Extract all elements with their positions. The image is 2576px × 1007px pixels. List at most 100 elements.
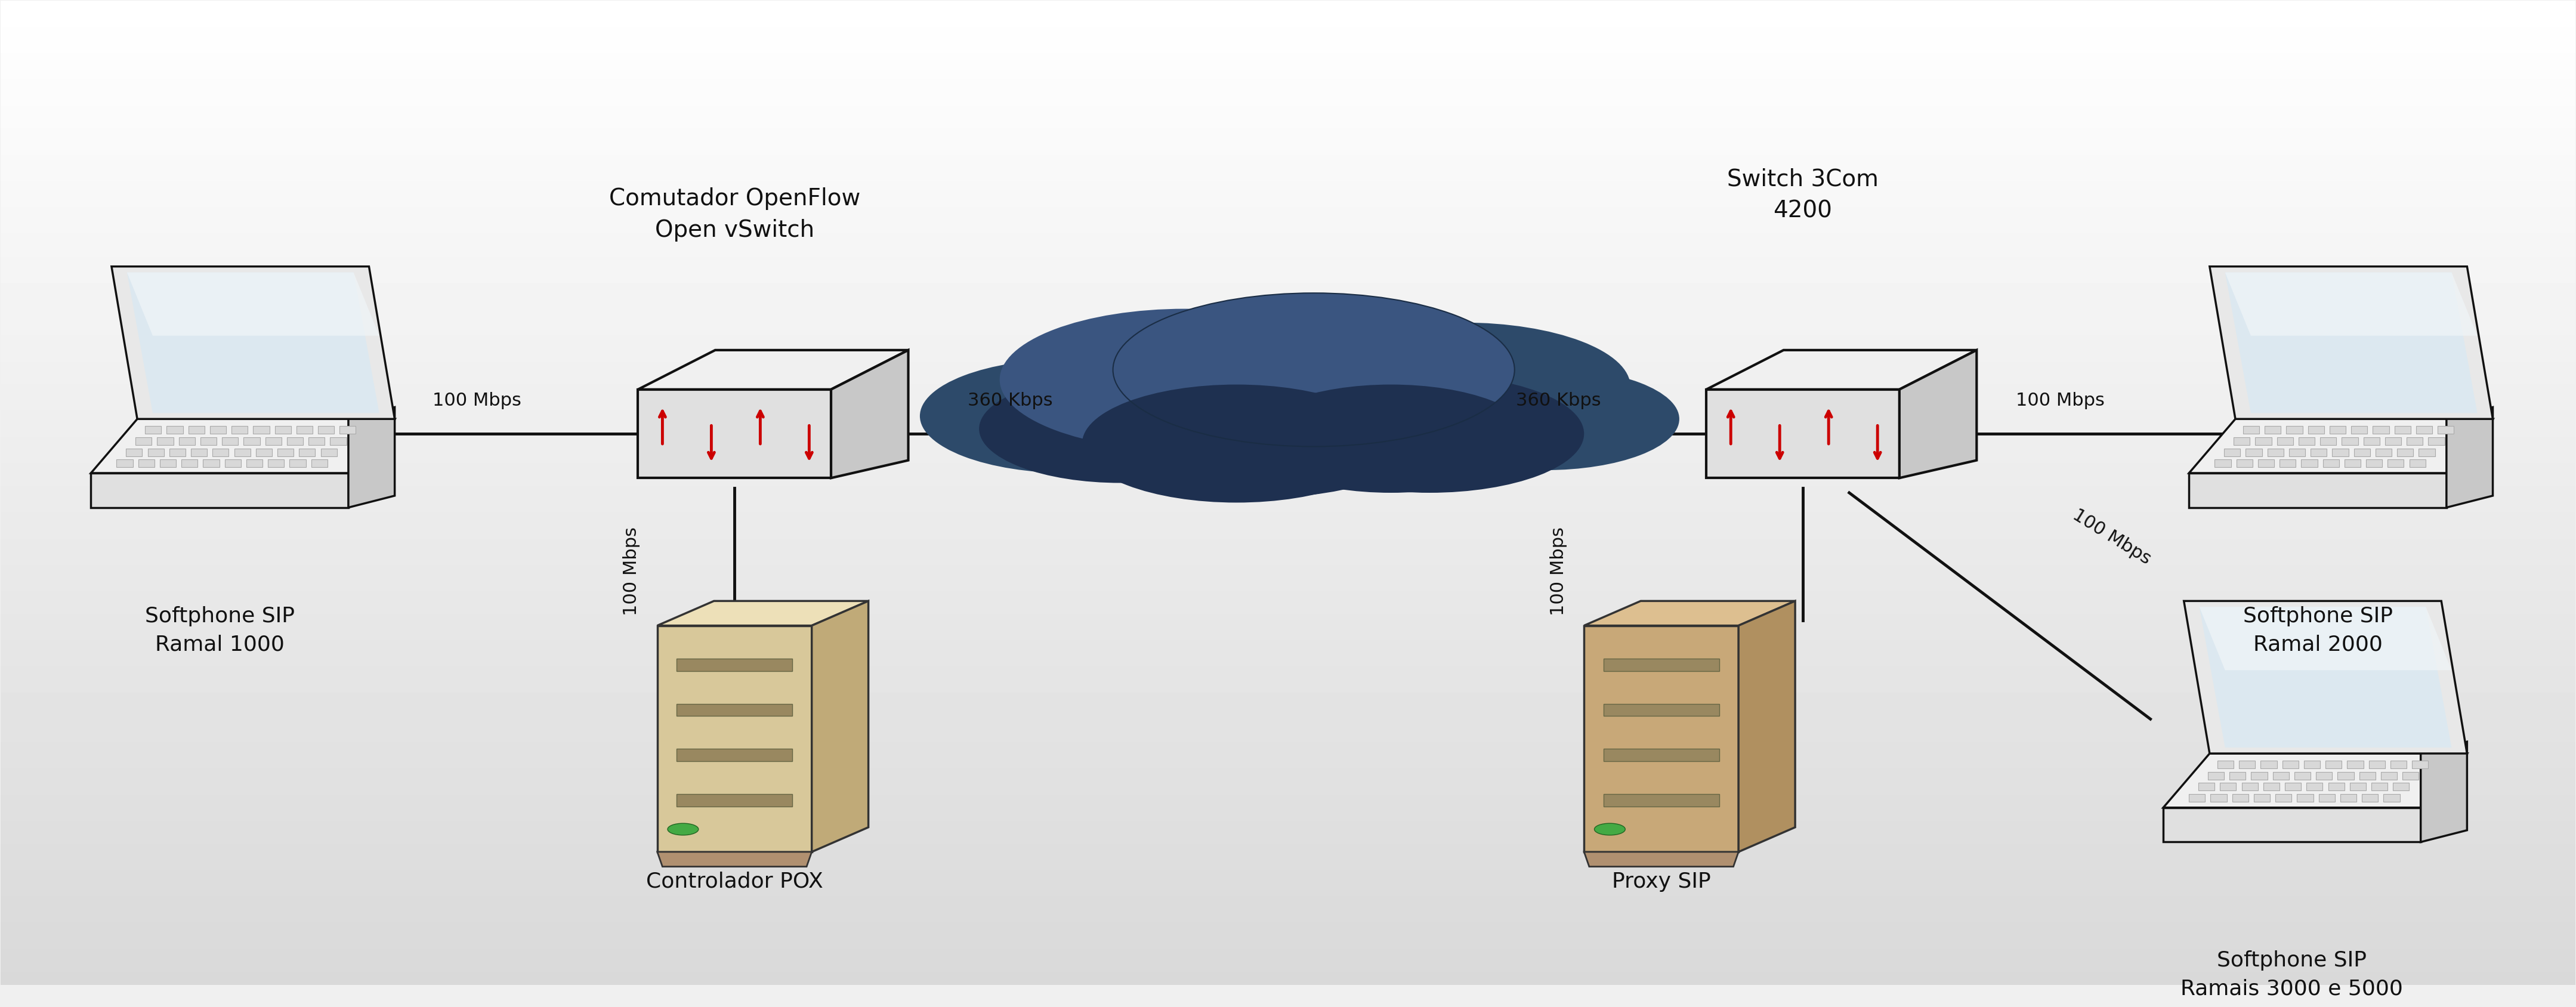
Polygon shape xyxy=(2210,267,2494,419)
Polygon shape xyxy=(126,448,142,456)
Polygon shape xyxy=(232,426,247,434)
Polygon shape xyxy=(2349,782,2365,790)
Polygon shape xyxy=(252,426,270,434)
Polygon shape xyxy=(2259,459,2275,467)
Polygon shape xyxy=(2406,437,2424,445)
Polygon shape xyxy=(2318,794,2334,802)
Polygon shape xyxy=(137,437,152,445)
Polygon shape xyxy=(2393,782,2409,790)
Polygon shape xyxy=(2429,437,2445,445)
Polygon shape xyxy=(2344,459,2360,467)
Polygon shape xyxy=(2372,782,2388,790)
Polygon shape xyxy=(2303,760,2321,768)
Polygon shape xyxy=(278,448,294,456)
Polygon shape xyxy=(811,601,868,852)
Polygon shape xyxy=(247,459,263,467)
Polygon shape xyxy=(191,448,206,456)
Polygon shape xyxy=(677,795,793,807)
Polygon shape xyxy=(832,350,909,478)
Polygon shape xyxy=(2411,760,2429,768)
Polygon shape xyxy=(348,407,394,508)
Polygon shape xyxy=(265,437,281,445)
Polygon shape xyxy=(2362,794,2378,802)
Polygon shape xyxy=(1602,704,1718,716)
Polygon shape xyxy=(2321,437,2336,445)
Circle shape xyxy=(999,309,1370,450)
Polygon shape xyxy=(2285,782,2300,790)
Polygon shape xyxy=(2329,782,2344,790)
Circle shape xyxy=(667,824,698,835)
Text: Softphone SIP
Ramais 3000 e 5000: Softphone SIP Ramais 3000 e 5000 xyxy=(2182,951,2403,999)
Polygon shape xyxy=(2228,771,2246,779)
Polygon shape xyxy=(157,437,173,445)
Polygon shape xyxy=(309,437,325,445)
Polygon shape xyxy=(330,437,345,445)
Polygon shape xyxy=(2254,437,2272,445)
Polygon shape xyxy=(2398,448,2414,456)
Text: Controlador POX: Controlador POX xyxy=(647,871,824,892)
Polygon shape xyxy=(147,448,165,456)
Polygon shape xyxy=(2403,771,2419,779)
Circle shape xyxy=(1412,368,1680,470)
Polygon shape xyxy=(2365,459,2383,467)
Text: 100 Mbps: 100 Mbps xyxy=(2017,392,2105,409)
Polygon shape xyxy=(2290,448,2306,456)
Polygon shape xyxy=(2241,782,2259,790)
Polygon shape xyxy=(677,659,793,671)
Polygon shape xyxy=(2287,426,2303,434)
Polygon shape xyxy=(2421,742,2468,842)
Polygon shape xyxy=(2362,437,2380,445)
Polygon shape xyxy=(2197,782,2215,790)
Polygon shape xyxy=(201,437,216,445)
Polygon shape xyxy=(2300,459,2318,467)
Polygon shape xyxy=(116,459,134,467)
Text: Comutador OpenFlow
Open vSwitch: Comutador OpenFlow Open vSwitch xyxy=(608,187,860,242)
Polygon shape xyxy=(319,448,337,456)
Polygon shape xyxy=(214,448,229,456)
Polygon shape xyxy=(657,852,811,867)
Text: 360 Kbps: 360 Kbps xyxy=(1515,392,1600,409)
Polygon shape xyxy=(340,426,355,434)
Polygon shape xyxy=(1602,795,1718,807)
Circle shape xyxy=(1095,370,1430,497)
Polygon shape xyxy=(222,437,237,445)
Polygon shape xyxy=(677,704,793,716)
Polygon shape xyxy=(2298,437,2316,445)
Polygon shape xyxy=(167,426,183,434)
Polygon shape xyxy=(2190,419,2494,473)
Polygon shape xyxy=(2437,426,2455,434)
Polygon shape xyxy=(2251,771,2267,779)
Polygon shape xyxy=(2391,760,2406,768)
Polygon shape xyxy=(2239,760,2254,768)
Polygon shape xyxy=(2275,794,2293,802)
Polygon shape xyxy=(170,448,185,456)
Polygon shape xyxy=(234,448,250,456)
Polygon shape xyxy=(2295,771,2311,779)
Text: 100 Mbps: 100 Mbps xyxy=(433,392,520,409)
Polygon shape xyxy=(2347,760,2362,768)
Text: 100 Mbps: 100 Mbps xyxy=(623,527,641,616)
Polygon shape xyxy=(2282,760,2298,768)
Polygon shape xyxy=(1739,601,1795,852)
Polygon shape xyxy=(657,601,868,625)
Polygon shape xyxy=(677,749,793,761)
Polygon shape xyxy=(296,426,312,434)
Polygon shape xyxy=(312,459,327,467)
Circle shape xyxy=(1595,824,1625,835)
Polygon shape xyxy=(299,448,314,456)
Polygon shape xyxy=(111,267,394,419)
Polygon shape xyxy=(2388,459,2403,467)
Polygon shape xyxy=(2447,407,2494,508)
Polygon shape xyxy=(2308,426,2324,434)
Polygon shape xyxy=(90,473,348,508)
Polygon shape xyxy=(2342,794,2357,802)
Polygon shape xyxy=(2311,448,2326,456)
Polygon shape xyxy=(188,426,204,434)
Polygon shape xyxy=(2280,459,2295,467)
Polygon shape xyxy=(2226,272,2478,413)
Polygon shape xyxy=(204,459,219,467)
Polygon shape xyxy=(178,437,196,445)
Polygon shape xyxy=(2360,771,2375,779)
Polygon shape xyxy=(2233,794,2249,802)
Polygon shape xyxy=(2190,473,2447,508)
